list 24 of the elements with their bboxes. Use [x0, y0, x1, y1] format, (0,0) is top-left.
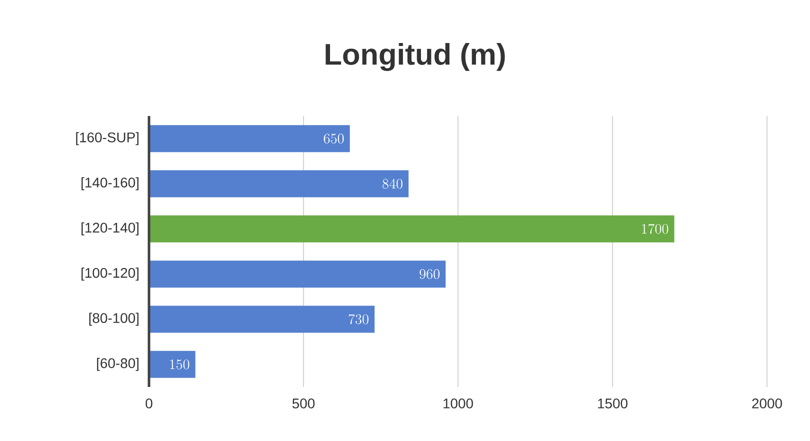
data-label: 150 [170, 360, 190, 370]
bar [149, 215, 674, 242]
y-tick-label: [60-80] [97, 358, 138, 371]
bar [149, 306, 375, 333]
bar [149, 260, 446, 288]
chart-title: Longitud (m) [326, 43, 505, 71]
x-tick-label: 500 [292, 398, 315, 408]
y-tick-label: [120-140] [82, 222, 138, 236]
data-label: 730 [348, 314, 368, 324]
y-tick-label: [80-100] [89, 312, 138, 326]
y-tick-label: [140-160] [82, 177, 138, 190]
y-tick-label: [160-SUP] [76, 132, 138, 146]
data-label: 960 [420, 269, 440, 280]
data-label: 1700 [642, 224, 668, 234]
x-tick-label: 1000 [444, 398, 473, 408]
bar [149, 170, 409, 198]
x-tick-label: 2000 [752, 398, 782, 408]
data-label: 840 [382, 178, 402, 189]
bar [149, 350, 196, 378]
x-tick-label: 1500 [598, 398, 628, 408]
data-label: 650 [324, 134, 344, 144]
y-tick-label: [100-120] [82, 268, 138, 281]
x-tick-label: 0 [146, 398, 152, 408]
bar [149, 125, 350, 152]
